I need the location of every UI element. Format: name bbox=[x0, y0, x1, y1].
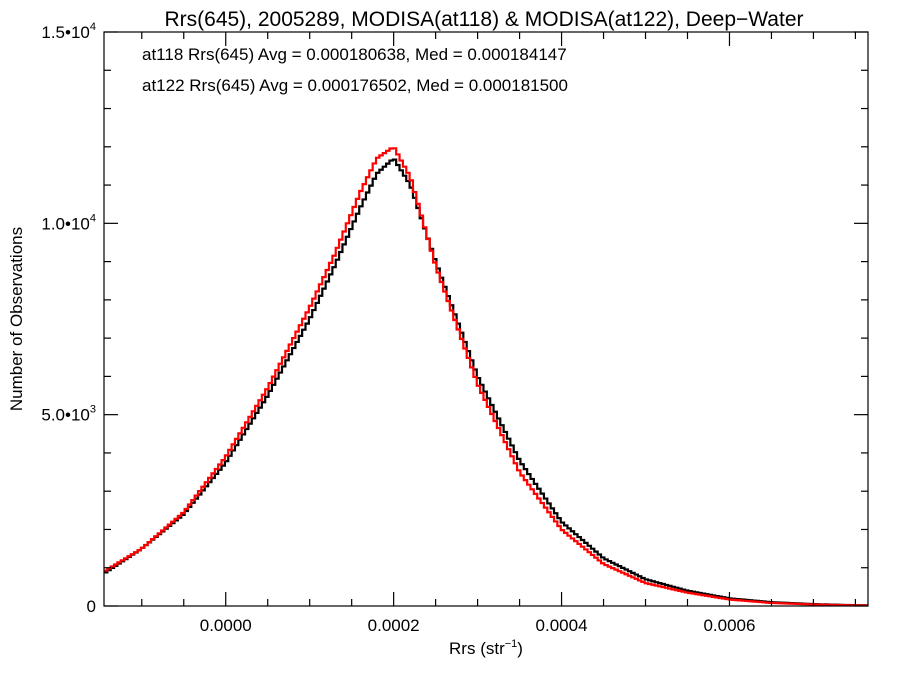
legend-entry-at118: at118 Rrs(645) Avg = 0.000180638, Med = … bbox=[142, 45, 567, 64]
x-tick-label: 0.0000 bbox=[200, 616, 252, 635]
plot-frame bbox=[103, 31, 869, 607]
y-axis-label: Number of Observations bbox=[7, 227, 26, 411]
x-tick-label: 0.0002 bbox=[368, 616, 420, 635]
x-axis-label: Rrs (str−1) bbox=[449, 638, 523, 658]
series-line-at118 bbox=[104, 158, 868, 607]
y-tick-label: 0 bbox=[87, 597, 96, 616]
ticks-layer: 0.0000 0.0002 0.0004 0.0006 0 5.0•103 1.0•104 1… bbox=[41, 21, 868, 635]
x-tick-label: 0.0006 bbox=[703, 616, 755, 635]
x-tick-label: 0.0004 bbox=[536, 616, 588, 635]
y-tick-label: 5.0•103 bbox=[41, 404, 96, 425]
y-tick-label: 1.5•104 bbox=[41, 21, 96, 42]
y-tick-label: 1.0•104 bbox=[41, 212, 96, 233]
series-line-at122 bbox=[104, 147, 868, 607]
series-layer bbox=[104, 147, 868, 607]
legend-entry-at122: at122 Rrs(645) Avg = 0.000176502, Med = … bbox=[142, 76, 568, 95]
chart-title: Rrs(645), 2005289, MODISA(at118) & MODIS… bbox=[164, 8, 803, 31]
